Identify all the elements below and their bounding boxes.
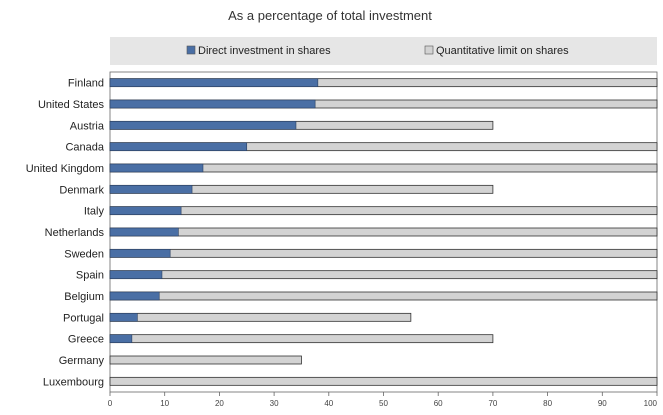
x-tick-label: 70 (488, 399, 497, 408)
x-tick-label: 90 (598, 399, 607, 408)
category-label-finland: Finland (68, 78, 104, 90)
bar-direct-sweden (109, 249, 171, 258)
legend-swatch-limit (424, 45, 434, 55)
category-label-denmark: Denmark (59, 184, 104, 196)
x-tick-label: 50 (379, 399, 388, 408)
x-tick-label: 10 (160, 399, 169, 408)
x-tick-label: 30 (270, 399, 279, 408)
bar-direct-belgium (109, 291, 160, 301)
legend-background (110, 37, 657, 65)
x-tick-label: 20 (215, 399, 224, 408)
bar-direct-netherlands (109, 227, 179, 237)
legend-label-direct: Direct investment in shares (198, 45, 331, 57)
category-label-canada: Canada (65, 142, 104, 154)
bar-limit-italy (109, 206, 658, 216)
category-label-sweden: Sweden (64, 248, 104, 260)
bar-direct-united-kingdom (109, 163, 204, 173)
bar-direct-italy (109, 206, 182, 215)
category-label-luxembourg: Luxembourg (43, 376, 104, 388)
bar-direct-austria (109, 121, 297, 130)
x-axis-ticks: 0 10 20 30 40 50 60 70 80 90 100 (108, 392, 658, 408)
bar-direct-finland (109, 78, 319, 87)
legend-label-limit: Quantitative limit on shares (436, 45, 569, 57)
x-tick-label: 100 (644, 399, 658, 408)
bar-limit-greece (109, 334, 494, 344)
x-tick-label: 0 (108, 399, 113, 408)
bar-direct-united-states (109, 99, 316, 109)
category-label-netherlands: Netherlands (45, 227, 105, 239)
x-tick-label: 80 (543, 399, 552, 408)
category-label-austria: Austria (70, 120, 105, 132)
bar-limit-spain (109, 270, 658, 280)
category-label-italy: Italy (84, 206, 105, 218)
legend-swatch-direct (186, 45, 196, 55)
bar-limit-germany (109, 355, 302, 365)
category-label-united-kingdom: United Kingdom (26, 163, 104, 175)
bar-group (109, 78, 658, 386)
chart-title: As a percentage of total investment (228, 8, 432, 23)
bar-direct-greece (109, 334, 133, 343)
category-label-portugal: Portugal (63, 312, 104, 324)
category-label-germany: Germany (59, 355, 105, 367)
x-tick-label: 60 (434, 399, 443, 408)
bar-direct-portugal (109, 313, 138, 322)
bar-direct-canada (109, 142, 248, 151)
bar-limit-portugal (109, 312, 412, 322)
category-labels: Finland United States Austria Canada United … (26, 78, 105, 389)
bar-direct-denmark (109, 185, 193, 194)
bar-direct-spain (109, 270, 163, 279)
category-label-spain: Spain (76, 270, 104, 282)
category-label-belgium: Belgium (64, 291, 104, 303)
category-label-united-states: United States (38, 99, 105, 111)
bar-limit-netherlands (109, 227, 658, 237)
bar-limit-luxembourg (109, 376, 658, 386)
bar-limit-belgium (109, 291, 658, 301)
category-label-greece: Greece (68, 334, 104, 346)
bar-limit-sweden (109, 248, 658, 258)
x-tick-label: 40 (324, 399, 333, 408)
